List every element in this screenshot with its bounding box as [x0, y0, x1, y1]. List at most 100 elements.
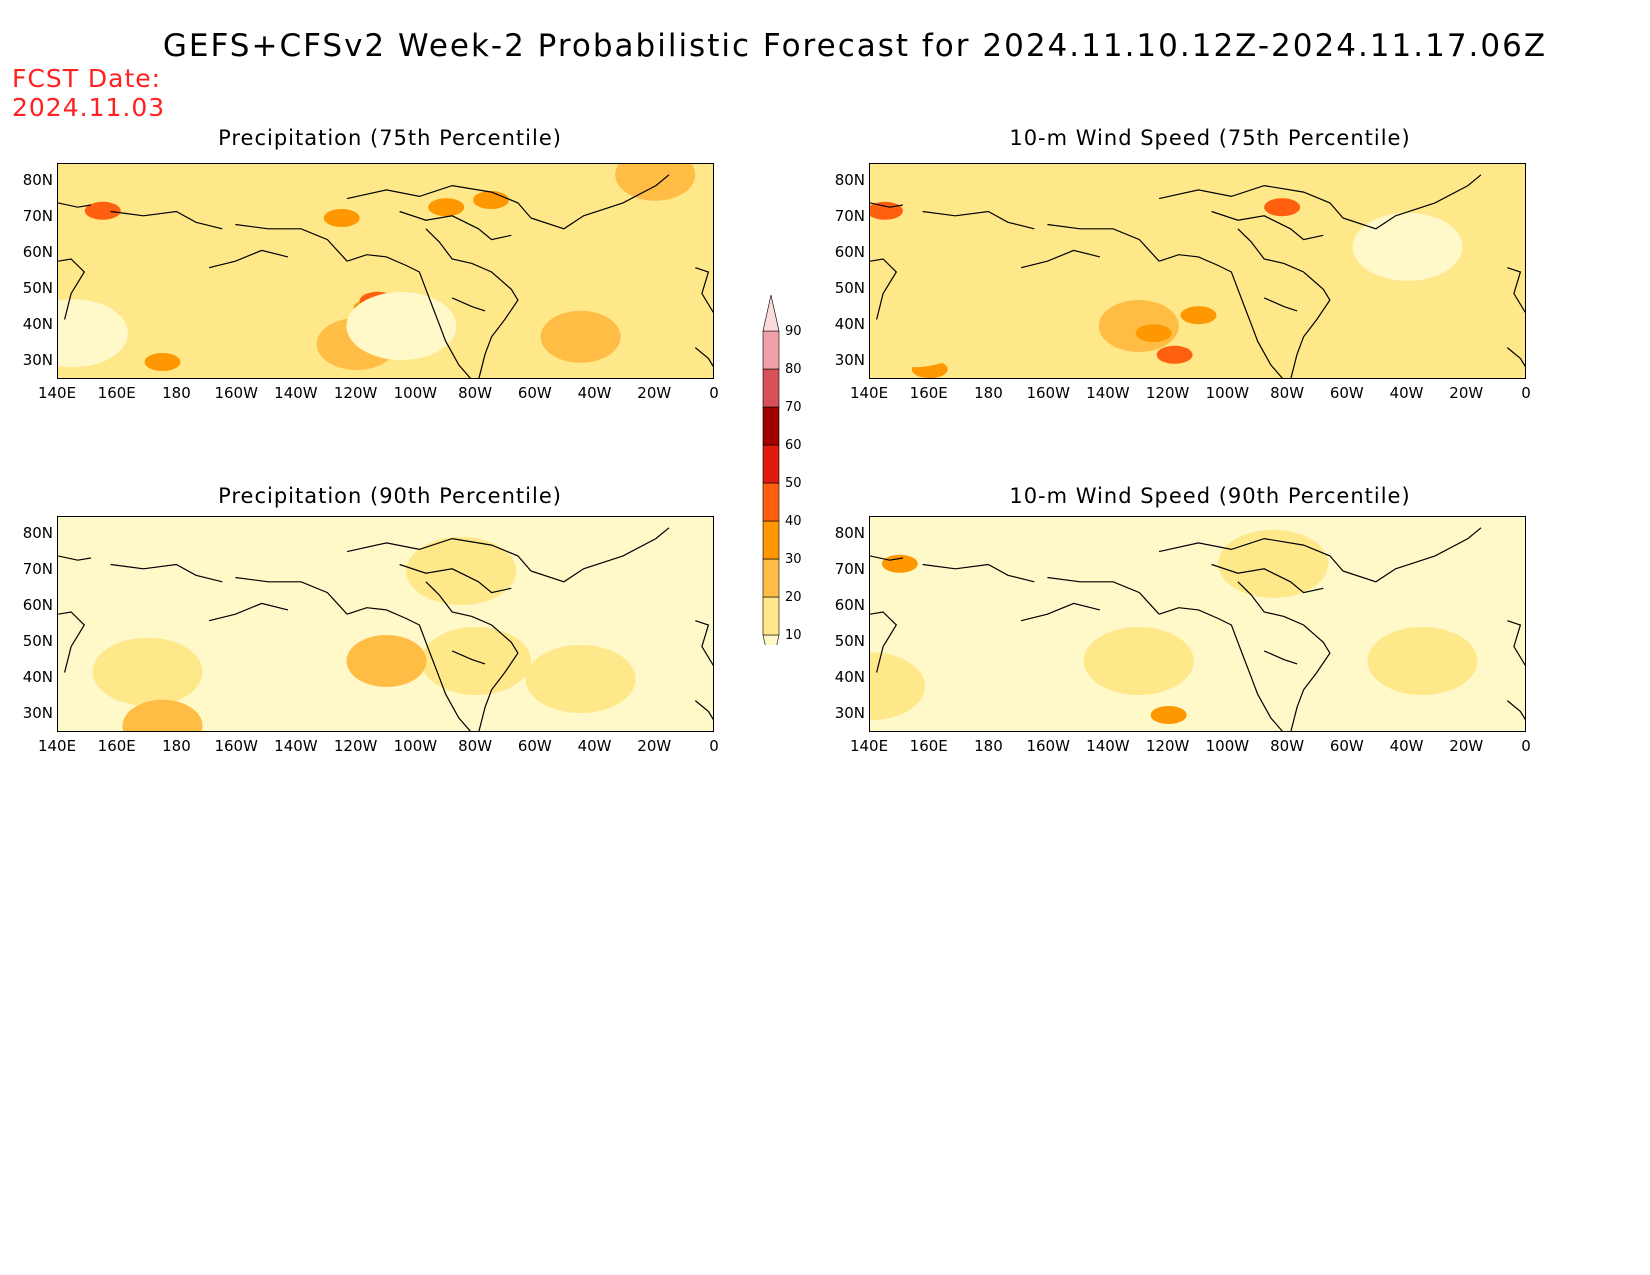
lon-tick-label: 80W: [1270, 384, 1305, 402]
colorbar-label: 40: [785, 514, 802, 529]
map-svg: [58, 517, 713, 731]
coastline: [110, 563, 223, 583]
probability-region: [525, 645, 636, 713]
coastline: [1158, 537, 1344, 572]
map-wind-75: [869, 163, 1526, 379]
colorbar-segment: [762, 634, 780, 645]
coastline: [1211, 563, 1324, 594]
lon-tick-label: 80W: [458, 737, 493, 755]
coastline: [425, 228, 519, 378]
lon-tick-label: 40W: [577, 384, 612, 402]
colorbar-label: 20: [785, 590, 802, 605]
coastline: [1158, 184, 1344, 219]
probability-region: [615, 164, 696, 201]
panel-title-wind-75: 10-m Wind Speed (75th Percentile): [1009, 126, 1411, 150]
coastline: [208, 249, 289, 269]
coastline: [695, 267, 713, 314]
lon-tick-label: 140W: [274, 384, 318, 402]
lat-tick-label: 70N: [22, 560, 53, 578]
lon-tick-label: 160E: [909, 737, 948, 755]
map-precip-90: [57, 516, 714, 732]
coastline: [1342, 527, 1482, 583]
lon-tick-label: 100W: [393, 384, 438, 402]
map-svg: [870, 517, 1525, 731]
colorbar-segment: [762, 444, 780, 484]
lon-tick-label: 160W: [1026, 737, 1070, 755]
lon-tick-label: 160W: [1026, 384, 1070, 402]
lon-tick-label: 40W: [577, 737, 612, 755]
colorbar-label: 50: [785, 476, 802, 491]
lat-tick-label: 70N: [834, 207, 865, 225]
colorbar-segment: [762, 520, 780, 560]
coastline: [58, 555, 91, 561]
coastline: [694, 700, 713, 721]
panel-title-precip-90: Precipitation (90th Percentile): [218, 484, 562, 508]
lat-tick-label: 80N: [22, 171, 53, 189]
lat-tick-label: 40N: [22, 668, 53, 686]
coastline: [1507, 267, 1525, 314]
colorbar-label: 80: [785, 362, 802, 377]
map-precip-75: [57, 163, 714, 379]
coastline: [870, 611, 898, 673]
lat-tick-label: 50N: [834, 632, 865, 650]
lon-tick-label: 20W: [1449, 384, 1484, 402]
probability-region: [870, 299, 970, 368]
lat-tick-label: 30N: [22, 351, 53, 369]
coastline: [1263, 297, 1298, 312]
colorbar-label: 70: [785, 400, 802, 415]
lat-tick-label: 50N: [22, 279, 53, 297]
panel-title-wind-90: 10-m Wind Speed (90th Percentile): [1009, 484, 1411, 508]
map-svg: [58, 164, 713, 378]
probability-region: [1264, 198, 1301, 217]
lon-tick-label: 100W: [1205, 737, 1250, 755]
probability-region: [1352, 212, 1463, 281]
map-wind-90: [869, 516, 1526, 732]
coastline: [870, 202, 903, 208]
coastline: [870, 258, 898, 320]
probability-region: [346, 635, 427, 687]
lon-tick-label: 140E: [37, 384, 77, 402]
colorbar-segment: [762, 368, 780, 408]
lon-tick-label: 60W: [1329, 384, 1364, 402]
probability-region: [58, 299, 128, 368]
coastline: [58, 611, 86, 673]
lat-tick-label: 80N: [22, 524, 53, 542]
coastline: [1263, 650, 1298, 665]
coastline: [694, 347, 713, 368]
lon-tick-label: 0: [1521, 737, 1531, 755]
probability-region: [540, 310, 621, 363]
probability-region: [473, 191, 510, 209]
lon-tick-label: 0: [709, 384, 719, 402]
coastline: [208, 602, 289, 622]
lat-tick-label: 60N: [22, 243, 53, 261]
forecast-date-label: FCST Date:: [12, 64, 162, 93]
lon-tick-label: 60W: [1329, 737, 1364, 755]
lon-tick-label: 140E: [849, 384, 889, 402]
colorbar-label: 10: [785, 628, 802, 643]
coastline: [1342, 174, 1482, 230]
probability-region: [323, 209, 360, 227]
map-background: [870, 517, 1525, 731]
coastline: [1211, 210, 1324, 241]
coastline: [1158, 254, 1283, 378]
probability-region: [1098, 300, 1179, 352]
lon-tick-label: 60W: [517, 384, 552, 402]
lon-tick-label: 20W: [1449, 737, 1484, 755]
coastline: [451, 650, 486, 665]
lon-tick-label: 60W: [517, 737, 552, 755]
colorbar-segment: [762, 330, 780, 370]
coastline: [922, 210, 1035, 230]
lat-tick-label: 40N: [834, 668, 865, 686]
lat-tick-label: 50N: [834, 279, 865, 297]
probability-region: [1135, 324, 1172, 343]
probability-region: [1083, 627, 1194, 695]
coastline: [346, 254, 471, 378]
probability-region: [92, 637, 203, 706]
coastline: [346, 184, 532, 219]
lon-tick-label: 40W: [1389, 737, 1424, 755]
coastline: [870, 555, 903, 561]
lon-tick-label: 160E: [97, 384, 136, 402]
probability-region: [1180, 306, 1217, 325]
lat-tick-label: 30N: [834, 704, 865, 722]
lat-tick-label: 80N: [834, 524, 865, 542]
